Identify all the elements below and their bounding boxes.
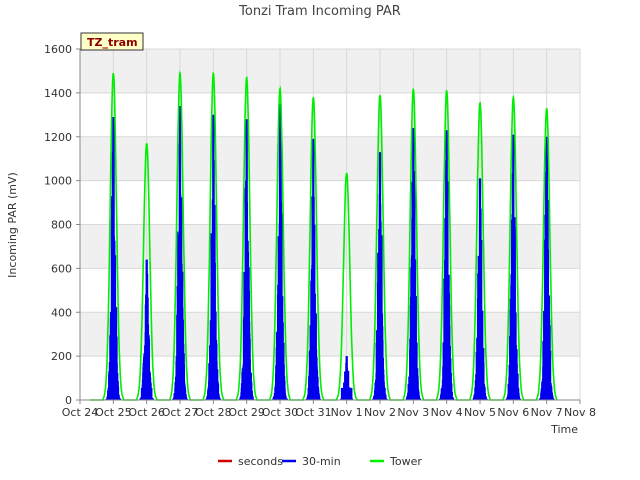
x-tick-label: Nov 5	[464, 406, 496, 419]
y-tick-label: 1400	[44, 87, 72, 100]
x-tick-label: Oct 28	[195, 406, 232, 419]
x-tick-label: Nov 1	[331, 406, 363, 419]
x-tick-label: Nov 7	[531, 406, 563, 419]
chart-title: Tonzi Tram Incoming PAR	[238, 4, 401, 19]
x-tick-label: Nov 8	[564, 406, 596, 419]
x-tick-label: Nov 4	[431, 406, 463, 419]
x-tick-label: Oct 31	[295, 406, 332, 419]
x-tick-label: Nov 6	[497, 406, 529, 419]
x-tick-label: Nov 2	[364, 406, 396, 419]
x-tick-label: Nov 3	[397, 406, 429, 419]
legend-label-seconds: seconds	[238, 455, 283, 468]
site-tag-box	[80, 32, 144, 51]
x-tick-label: Oct 25	[95, 406, 132, 419]
x-tick-label: Oct 30	[262, 406, 299, 419]
x-tick-label: Oct 24	[62, 406, 99, 419]
y-tick-label: 800	[51, 219, 72, 232]
y-tick-label: 1200	[44, 131, 72, 144]
y-tick-label: 0	[65, 394, 72, 407]
y-axis-label: Incoming PAR (mV)	[6, 172, 19, 278]
plot-band	[80, 136, 580, 181]
plot-band	[80, 49, 580, 93]
y-tick-label: 200	[51, 350, 72, 363]
y-tick-label: 600	[51, 262, 72, 275]
x-axis-label: Time	[550, 423, 578, 436]
plot-band	[80, 312, 580, 357]
y-tick-label: 1000	[44, 175, 72, 188]
y-tick-label: 1600	[44, 43, 72, 56]
legend-label-Tower: Tower	[389, 455, 422, 468]
x-tick-label: Oct 27	[162, 406, 199, 419]
site-tag: TZ_tram	[80, 32, 144, 51]
x-tick-label: Oct 26	[128, 406, 165, 419]
site-tag-text: TZ_tram	[87, 36, 138, 49]
x-tick-label: Oct 29	[228, 406, 265, 419]
y-tick-label: 400	[51, 306, 72, 319]
legend-label-30-min: 30-min	[302, 455, 341, 468]
legend: seconds 30-min Tower	[218, 455, 422, 468]
plot-band	[80, 224, 580, 269]
